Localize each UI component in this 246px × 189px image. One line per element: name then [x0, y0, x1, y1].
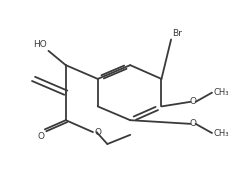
Text: CH₃: CH₃: [213, 88, 229, 97]
Text: HO: HO: [33, 40, 47, 49]
Text: O: O: [189, 119, 196, 128]
Text: O: O: [94, 128, 101, 137]
Text: CH₃: CH₃: [213, 129, 229, 138]
Text: O: O: [189, 97, 196, 106]
Text: O: O: [38, 132, 45, 141]
Text: Br: Br: [172, 29, 182, 38]
